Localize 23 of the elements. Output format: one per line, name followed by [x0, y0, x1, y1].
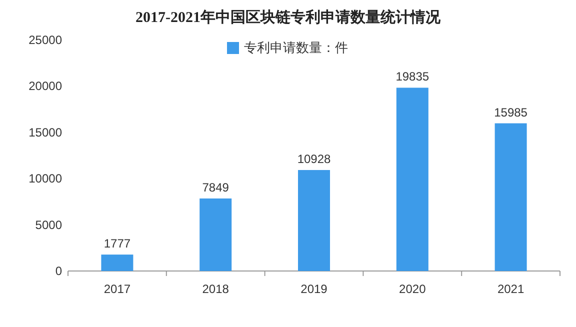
data-label: 19835: [396, 70, 430, 84]
bar: [396, 88, 428, 271]
data-label: 10928: [297, 152, 332, 166]
y-tick-label: 0: [55, 264, 62, 278]
bar: [101, 254, 134, 271]
bar: [494, 123, 527, 271]
x-tick-label: 2019: [300, 282, 328, 296]
data-label: 15985: [494, 105, 528, 120]
y-tick-label: 15000: [28, 125, 62, 140]
x-tick-label: 2017: [104, 282, 131, 296]
chart-title: 2017-2021年中国区块链专利申请数量统计情况: [136, 9, 442, 26]
y-tick-label: 25000: [28, 33, 62, 47]
legend-label: 专利申请数量：件: [244, 40, 348, 55]
bar: [298, 170, 330, 271]
x-tick-label: 2018: [202, 282, 230, 296]
data-label: 7849: [202, 180, 230, 194]
x-tick-label: 2020: [399, 282, 426, 296]
y-tick-label: 5000: [35, 218, 62, 232]
x-tick-label: 2021: [497, 282, 524, 296]
y-tick-label: 20000: [28, 79, 62, 94]
bar: [200, 198, 232, 271]
data-label: 1777: [104, 236, 131, 251]
y-tick-label: 10000: [28, 172, 62, 186]
